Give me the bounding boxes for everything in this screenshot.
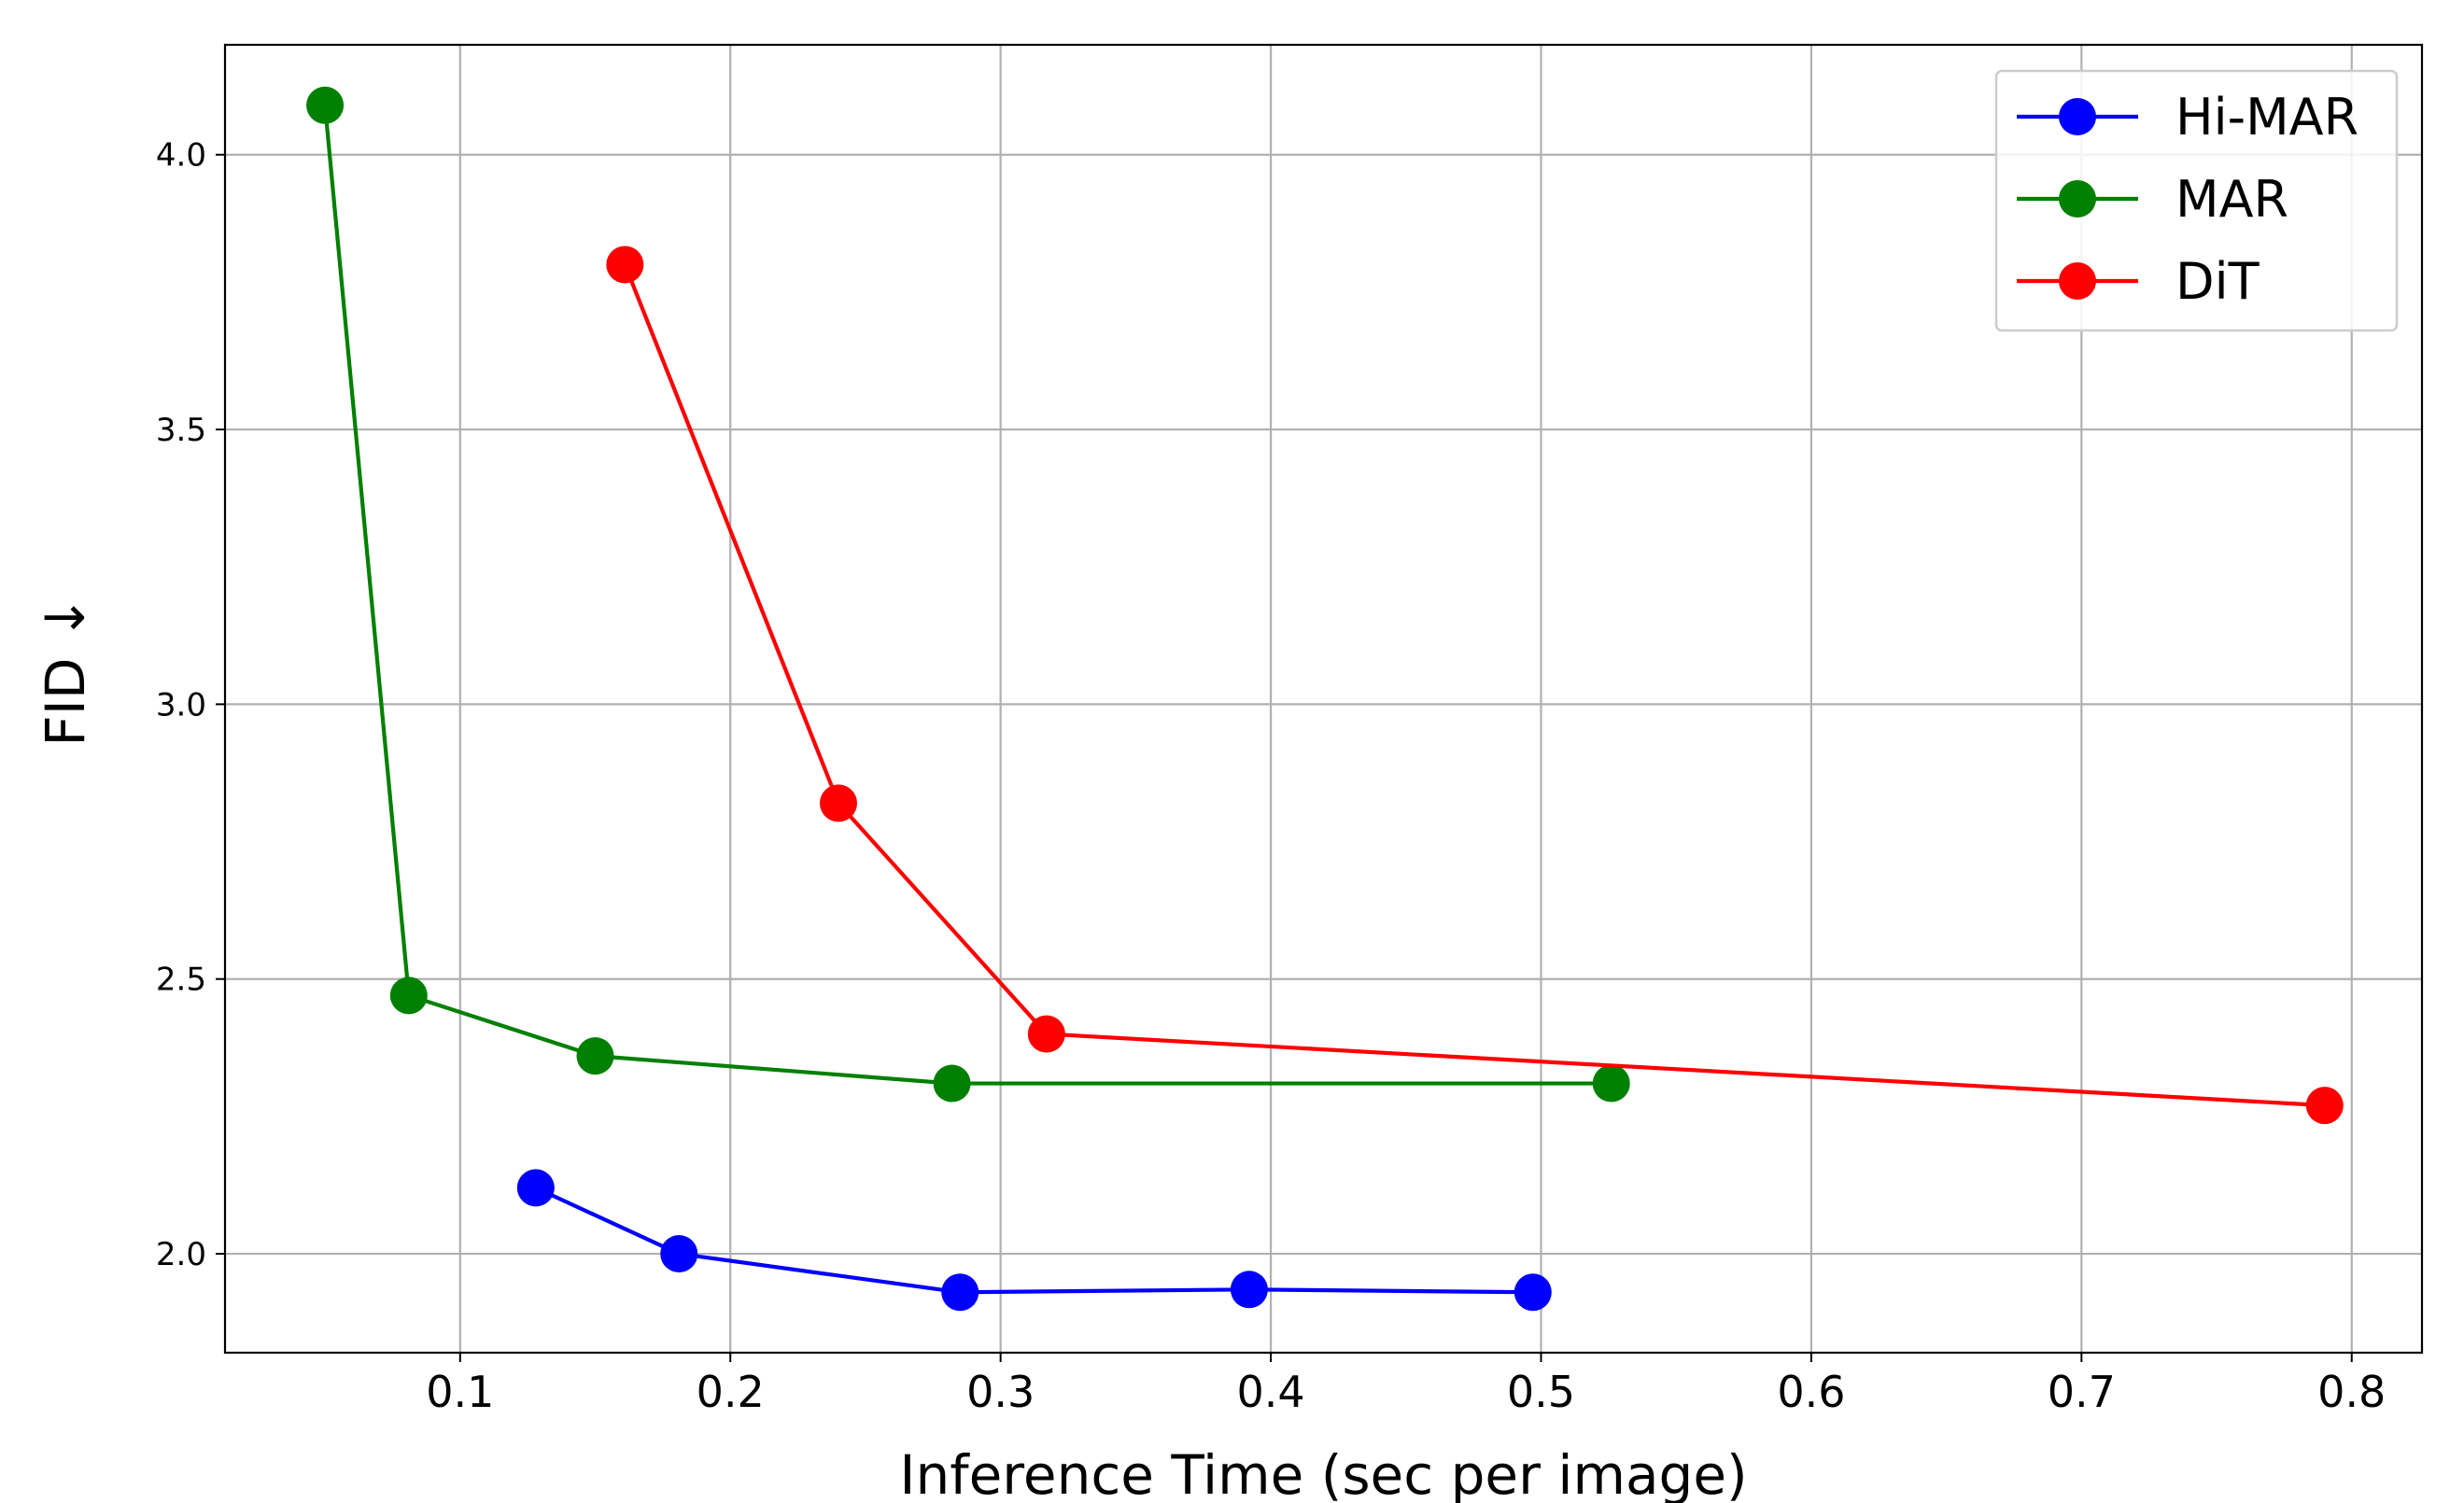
legend-item-hi-mar: Hi-MAR [2017, 88, 2358, 147]
series-layer [306, 86, 2344, 1312]
data-point-mar [306, 86, 345, 124]
data-point-hi-mar [941, 1273, 979, 1312]
legend-item-dit: DiT [2017, 252, 2260, 311]
data-point-dit [819, 784, 857, 822]
legend-label: MAR [2175, 170, 2288, 229]
x-tick-label: 0.5 [1507, 1367, 1575, 1417]
plot-frame [223, 43, 2424, 1355]
series-line-dit [623, 263, 2325, 1108]
y-tick-label: 2.5 [156, 962, 206, 999]
series-hi-mar [516, 1169, 1552, 1312]
legend-box [1994, 69, 2399, 332]
data-point-mar [576, 1037, 614, 1075]
data-point-hi-mar [516, 1169, 555, 1207]
data-point-hi-mar [1514, 1273, 1552, 1312]
data-point-hi-mar [1230, 1271, 1268, 1309]
data-point-mar [1592, 1064, 1630, 1103]
x-tick-label: 0.3 [966, 1367, 1035, 1417]
y-tick-label: 2.0 [156, 1236, 206, 1273]
data-point-dit [606, 246, 644, 284]
x-tick-label: 0.8 [2317, 1367, 2386, 1417]
legend-marker [2059, 98, 2096, 135]
data-point-mar [933, 1064, 971, 1103]
y-tick-label: 3.0 [156, 686, 206, 723]
legend-label: Hi-MAR [2175, 88, 2358, 147]
x-tick-label: 0.2 [697, 1367, 765, 1417]
legend-marker [2059, 262, 2096, 300]
data-point-mar [389, 976, 428, 1015]
series-dit [606, 246, 2344, 1125]
x-tick-label: 0.1 [426, 1367, 494, 1417]
series-mar [306, 86, 1630, 1103]
data-point-dit [2305, 1087, 2344, 1125]
y-axis-title: FID ↓ [34, 595, 97, 746]
y-tick-label: 4.0 [156, 137, 206, 175]
x-axis-title: Inference Time (sec per image) [899, 1443, 1747, 1503]
legend-marker [2059, 180, 2096, 218]
data-point-hi-mar [660, 1235, 698, 1273]
y-tick-label: 3.5 [156, 412, 206, 449]
legend-label: DiT [2175, 252, 2260, 311]
x-tick-label: 0.6 [1777, 1367, 1845, 1417]
data-point-dit [1027, 1015, 1065, 1053]
legend: Hi-MAR MAR DiT [1994, 69, 2399, 332]
ticks: 0.1 0.2 0.3 0.4 0.5 0.6 0.7 0.8 2.0 2.5 3.0 3.5 4.0 [156, 137, 2386, 1417]
x-tick-label: 0.7 [2048, 1367, 2116, 1417]
x-tick-label: 0.4 [1236, 1367, 1304, 1417]
legend-item-mar: MAR [2017, 170, 2288, 229]
